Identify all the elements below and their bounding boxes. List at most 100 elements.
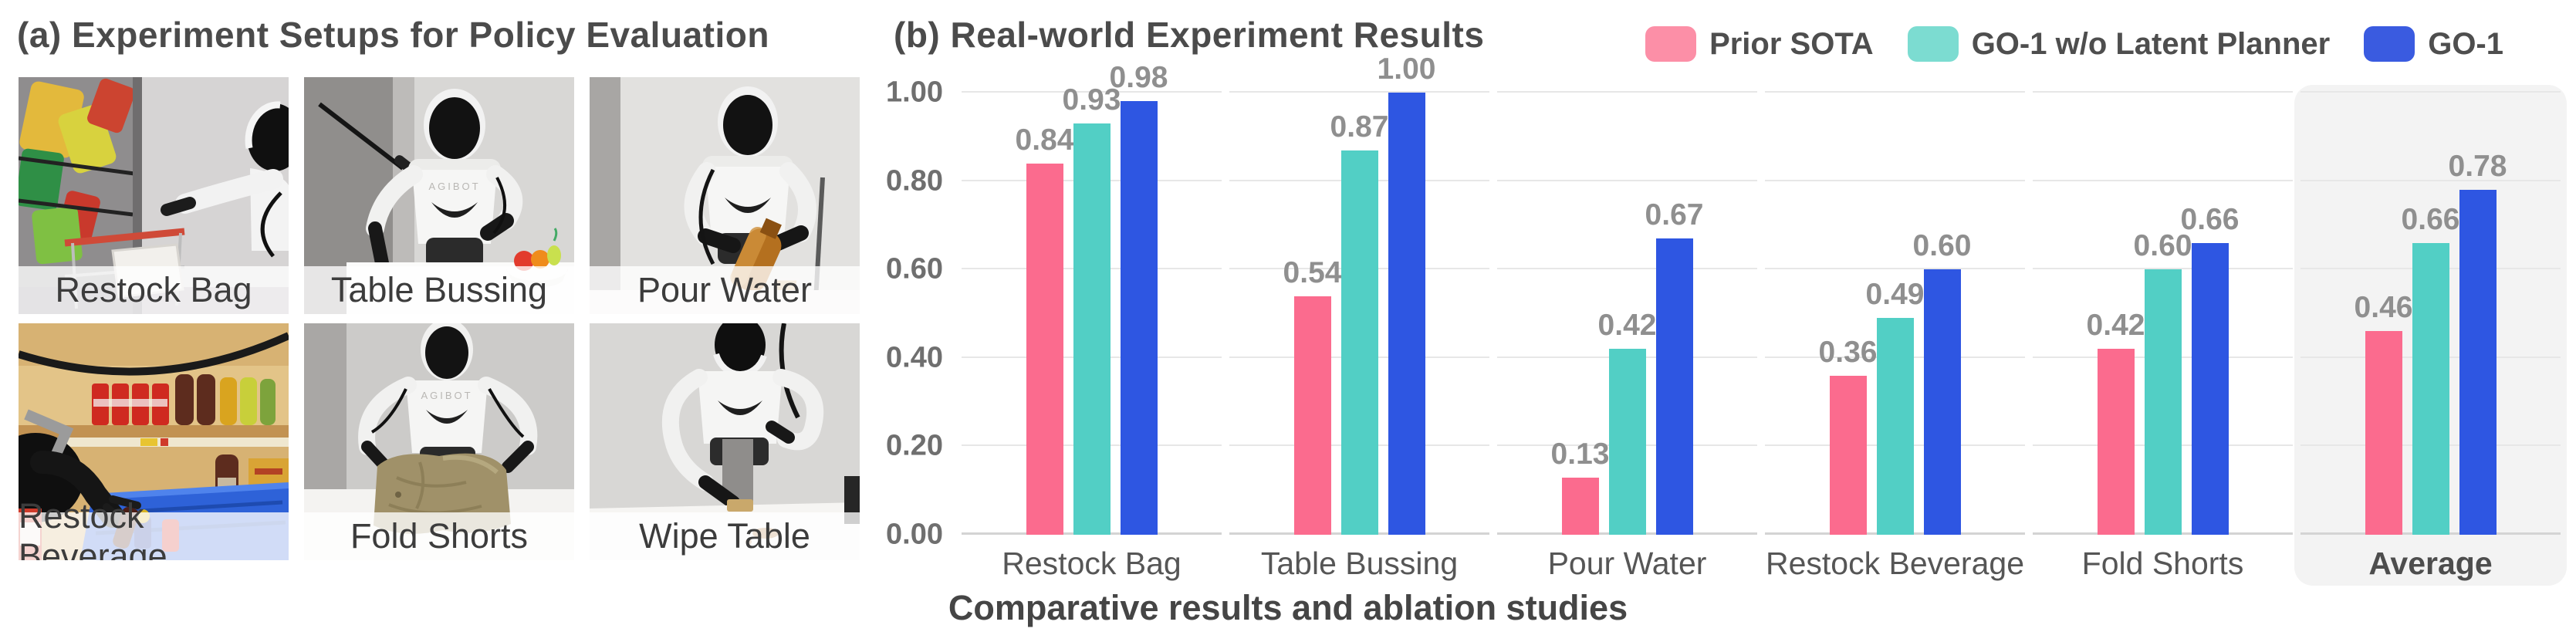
bar-prior-sota-fold-shorts xyxy=(2097,349,2135,535)
bar-slot: 0.93 xyxy=(1063,83,1121,535)
chart-group-restock-beverage: 0.36 0.49 0.60 Restock Beverage xyxy=(1765,91,2025,581)
chart-group-table-bussing: 0.54 0.87 1.00 Table Bussing xyxy=(1229,52,1489,581)
bar-value-label: 0.49 xyxy=(1865,278,1925,312)
y-axis: 0.00 0.20 0.40 0.60 0.80 1.00 xyxy=(818,76,943,551)
bar-go-1-restock-bag xyxy=(1120,101,1158,535)
legend-swatch-go1 xyxy=(2364,26,2415,62)
bar-cluster: 0.46 0.66 0.78 xyxy=(2300,93,2561,535)
gridline xyxy=(2033,268,2293,270)
legend-item-prior-sota: Prior SOTA xyxy=(1645,26,1874,62)
bar-slot: 1.00 xyxy=(1378,52,1435,535)
bar-slot: 0.66 xyxy=(2181,93,2239,535)
bar-slot: 0.54 xyxy=(1283,93,1341,535)
legend-label: Prior SOTA xyxy=(1709,26,1874,61)
chart-group-restock-bag: 0.84 0.93 0.98 Restock Bag xyxy=(962,61,1222,581)
photo-label-pour-water: Pour Water xyxy=(590,266,860,314)
legend-item-go1: GO-1 xyxy=(2364,26,2503,62)
bar-cluster: 0.42 0.60 0.66 xyxy=(2033,93,2293,535)
bar-go-1-restock-beverage xyxy=(1923,269,1961,535)
bar-value-label: 0.66 xyxy=(2180,202,2240,236)
gridline xyxy=(1765,91,2025,93)
legend-label: GO-1 xyxy=(2428,26,2503,61)
y-tick-0.40: 0.40 xyxy=(886,341,943,374)
bar-go-1-w-o-latent-planner-average xyxy=(2412,242,2449,535)
bar-value-label: 0.84 xyxy=(1015,123,1074,157)
bar-slot: 0.60 xyxy=(2134,93,2192,535)
chart-group-average: 0.46 0.66 0.78 Average xyxy=(2294,85,2567,586)
bar-value-label: 0.13 xyxy=(1550,437,1610,471)
x-axis-label-restock-bag: Restock Bag xyxy=(1002,546,1182,581)
bar-go-1-table-bussing xyxy=(1388,93,1425,535)
figure-caption: Comparative results and ablation studies xyxy=(948,588,1628,627)
legend-item-go1-wo-latent-planner: GO-1 w/o Latent Planner xyxy=(1907,26,2331,62)
bar-value-label: 0.60 xyxy=(2133,229,2192,263)
bar-value-label: 0.98 xyxy=(1109,61,1168,95)
photo-label-wipe-table: Wipe Table xyxy=(590,512,860,560)
bar-go-1-w-o-latent-planner-restock-bag xyxy=(1073,123,1111,535)
y-tick-0.20: 0.20 xyxy=(886,429,943,462)
x-axis-label-restock-beverage: Restock Beverage xyxy=(1765,546,2024,581)
robot-brand-text: AGIBOT xyxy=(421,390,472,401)
bar-cluster: 0.13 0.42 0.67 xyxy=(1497,93,1757,535)
photo-restock-beverage: Restock Beverage xyxy=(19,323,289,560)
bar-value-label: 0.87 xyxy=(1330,110,1389,144)
bar-value-label: 0.42 xyxy=(1597,309,1657,343)
x-axis-label-average: Average xyxy=(2368,546,2493,581)
gridline xyxy=(1229,91,1489,93)
bar-value-label: 0.66 xyxy=(2401,202,2460,236)
legend-swatch-prior-sota xyxy=(1645,26,1697,62)
gridline xyxy=(962,91,1222,93)
photo-restock-bag: Restock Bag xyxy=(19,77,289,314)
bar-slot: 0.49 xyxy=(1866,93,1924,535)
bar-cluster: 0.84 0.93 0.98 xyxy=(962,61,1222,535)
bar-go-1-w-o-latent-planner-restock-beverage xyxy=(1876,318,1914,535)
photo-label-table-bussing: Table Bussing xyxy=(304,266,574,314)
bar-cluster: 0.54 0.87 1.00 xyxy=(1229,52,1489,535)
x-axis-label-table-bussing: Table Bussing xyxy=(1260,546,1459,581)
bar-value-label: 0.46 xyxy=(2354,291,2413,325)
gridline xyxy=(2300,91,2561,93)
bar-value-label: 0.67 xyxy=(1645,198,1704,232)
bar-prior-sota-table-bussing xyxy=(1293,296,1331,535)
bar-go-1-fold-shorts xyxy=(2191,242,2229,535)
gridline xyxy=(1497,179,1757,181)
legend-swatch-go1-wo-latent-planner xyxy=(1907,26,1959,62)
bar-prior-sota-restock-beverage xyxy=(1829,375,1867,535)
photo-label-restock-beverage: Restock Beverage xyxy=(19,496,289,560)
photo-label-restock-bag: Restock Bag xyxy=(19,266,289,314)
legend-label: GO-1 w/o Latent Planner xyxy=(1971,26,2331,61)
y-tick-0.00: 0.00 xyxy=(886,518,943,551)
bar-prior-sota-restock-bag xyxy=(1026,163,1063,535)
gridline xyxy=(1765,179,2025,181)
bar-go-1-w-o-latent-planner-pour-water xyxy=(1608,349,1646,535)
x-axis-label-fold-shorts: Fold Shorts xyxy=(2081,546,2244,581)
bar-value-label: 0.60 xyxy=(1912,229,1972,263)
bar-value-label: 0.42 xyxy=(2086,309,2145,343)
bar-value-label: 1.00 xyxy=(1377,52,1436,86)
gridline xyxy=(2033,179,2293,181)
bar-cluster: 0.36 0.49 0.60 xyxy=(1765,93,2025,535)
bar-slot: 0.78 xyxy=(2449,93,2507,535)
bar-prior-sota-pour-water xyxy=(1561,477,1599,535)
y-tick-0.60: 0.60 xyxy=(886,252,943,286)
gridline xyxy=(2300,179,2561,181)
bar-slot: 0.46 xyxy=(2355,93,2412,535)
bar-go-1-pour-water xyxy=(1655,238,1693,535)
chart-group-pour-water: 0.13 0.42 0.67 Pour Water xyxy=(1497,91,1757,581)
bar-slot: 0.84 xyxy=(1016,93,1073,535)
y-tick-0.80: 0.80 xyxy=(886,164,943,198)
x-axis-label-pour-water: Pour Water xyxy=(1547,546,1707,581)
robot-brand-text: AGIBOT xyxy=(428,181,480,192)
gridline xyxy=(1497,91,1757,93)
bar-go-1-average xyxy=(2459,190,2497,535)
bar-slot: 0.98 xyxy=(1110,61,1168,535)
chart-plot: 0.84 0.93 0.98 Restock Bag 0.54 0.87 1.00 Table… xyxy=(962,52,2567,586)
photo-fold-shorts: AGIBOT Fold Shorts xyxy=(304,323,574,560)
panel-a-title: (a) Experiment Setups for Policy Evaluat… xyxy=(17,15,769,55)
chart-legend: Prior SOTA GO-1 w/o Latent Planner GO-1 xyxy=(1645,26,2503,62)
bar-go-1-w-o-latent-planner-table-bussing xyxy=(1340,150,1378,535)
bar-value-label: 0.54 xyxy=(1283,255,1342,289)
bar-slot: 0.36 xyxy=(1819,93,1877,535)
bar-slot: 0.87 xyxy=(1330,93,1388,535)
